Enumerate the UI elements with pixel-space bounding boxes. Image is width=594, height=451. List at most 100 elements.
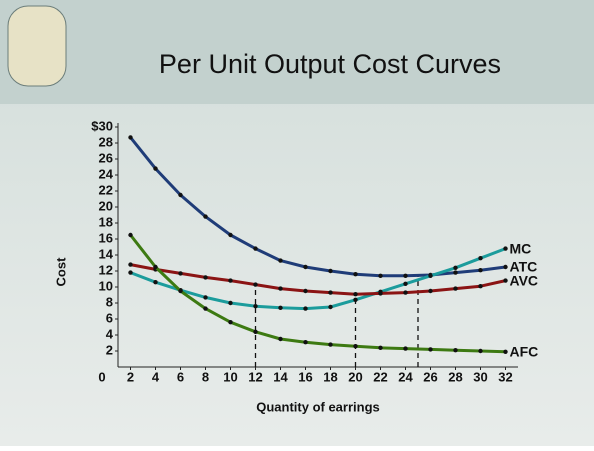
- data-point: [303, 306, 307, 310]
- data-point: [278, 337, 282, 341]
- slide: Per Unit Output Cost Curves Quantity of …: [0, 0, 594, 446]
- data-point: [303, 289, 307, 293]
- y-tick-label: 8: [106, 294, 113, 309]
- data-point: [128, 270, 132, 274]
- x-tick-label: 26: [423, 369, 437, 384]
- data-point: [253, 304, 257, 308]
- data-point: [128, 262, 132, 266]
- data-point: [403, 290, 407, 294]
- y-tick-label: 2: [106, 342, 113, 357]
- x-tick-label: 20: [348, 369, 362, 384]
- y-tick-label: 22: [99, 182, 113, 197]
- y-tick-label: 18: [99, 214, 113, 229]
- data-point: [353, 272, 357, 276]
- data-point: [328, 342, 332, 346]
- data-point: [153, 280, 157, 284]
- data-point: [153, 166, 157, 170]
- y-tick-label: 6: [106, 310, 113, 325]
- y-tick-label: 4: [106, 326, 114, 341]
- data-point: [478, 256, 482, 260]
- data-point: [478, 284, 482, 288]
- x-tick-label: 4: [152, 369, 160, 384]
- page: Per Unit Output Cost Curves Quantity of …: [0, 0, 594, 451]
- y-tick-label: $30: [91, 118, 113, 133]
- x-tick-label: 6: [177, 369, 184, 384]
- data-point: [353, 344, 357, 348]
- x-tick-label: 28: [448, 369, 462, 384]
- data-point: [453, 270, 457, 274]
- data-point: [228, 233, 232, 237]
- data-point: [353, 292, 357, 296]
- y-axis-title: Cost: [53, 257, 68, 287]
- data-point: [453, 266, 457, 270]
- y-tick-label: 26: [99, 150, 113, 165]
- data-point: [303, 265, 307, 269]
- data-point: [503, 246, 507, 250]
- data-point: [453, 348, 457, 352]
- data-point: [378, 274, 382, 278]
- data-point: [503, 350, 507, 354]
- y-tick-label: 0: [98, 369, 105, 384]
- series-label: AFC: [510, 344, 539, 360]
- data-point: [403, 274, 407, 278]
- y-tick-label: 12: [99, 262, 113, 277]
- x-tick-label: 10: [223, 369, 237, 384]
- data-point: [178, 289, 182, 293]
- data-point: [303, 340, 307, 344]
- data-point: [278, 306, 282, 310]
- data-point: [178, 193, 182, 197]
- data-point: [453, 286, 457, 290]
- data-point: [228, 320, 232, 324]
- chart-title: Per Unit Output Cost Curves: [159, 49, 501, 79]
- data-point: [478, 349, 482, 353]
- data-point: [478, 268, 482, 272]
- y-tick-label: 24: [99, 166, 114, 181]
- x-tick-label: 24: [398, 369, 413, 384]
- data-point: [428, 289, 432, 293]
- data-point: [128, 135, 132, 139]
- data-point: [428, 274, 432, 278]
- x-tick-label: 2: [127, 369, 134, 384]
- data-point: [153, 265, 157, 269]
- data-point: [403, 346, 407, 350]
- x-tick-label: 18: [323, 369, 337, 384]
- data-point: [403, 282, 407, 286]
- data-point: [328, 305, 332, 309]
- data-point: [253, 246, 257, 250]
- data-point: [203, 306, 207, 310]
- y-tick-label: 10: [99, 278, 113, 293]
- data-point: [203, 275, 207, 279]
- data-point: [278, 286, 282, 290]
- data-point: [353, 298, 357, 302]
- data-point: [253, 330, 257, 334]
- data-point: [328, 290, 332, 294]
- data-point: [503, 278, 507, 282]
- y-tick-label: 28: [99, 134, 113, 149]
- y-tick-label: 14: [99, 246, 114, 261]
- data-point: [128, 233, 132, 237]
- logo: [8, 6, 66, 86]
- x-tick-label: 8: [202, 369, 209, 384]
- data-point: [178, 271, 182, 275]
- x-tick-label: 22: [373, 369, 387, 384]
- x-tick-label: 12: [248, 369, 262, 384]
- data-point: [228, 278, 232, 282]
- x-tick-label: 30: [473, 369, 487, 384]
- data-point: [228, 301, 232, 305]
- y-tick-label: 16: [99, 230, 113, 245]
- data-point: [378, 291, 382, 295]
- y-tick-label: 20: [99, 198, 113, 213]
- series-label: AVC: [510, 272, 539, 288]
- data-point: [203, 295, 207, 299]
- data-point: [278, 258, 282, 262]
- data-point: [203, 214, 207, 218]
- data-point: [428, 347, 432, 351]
- data-point: [378, 346, 382, 350]
- data-point: [253, 282, 257, 286]
- x-tick-label: 14: [273, 369, 288, 384]
- x-axis-title: Quantity of earrings: [256, 399, 380, 414]
- data-point: [328, 269, 332, 273]
- x-tick-label: 16: [298, 369, 312, 384]
- series-label: MC: [510, 240, 532, 256]
- x-tick-label: 32: [498, 369, 512, 384]
